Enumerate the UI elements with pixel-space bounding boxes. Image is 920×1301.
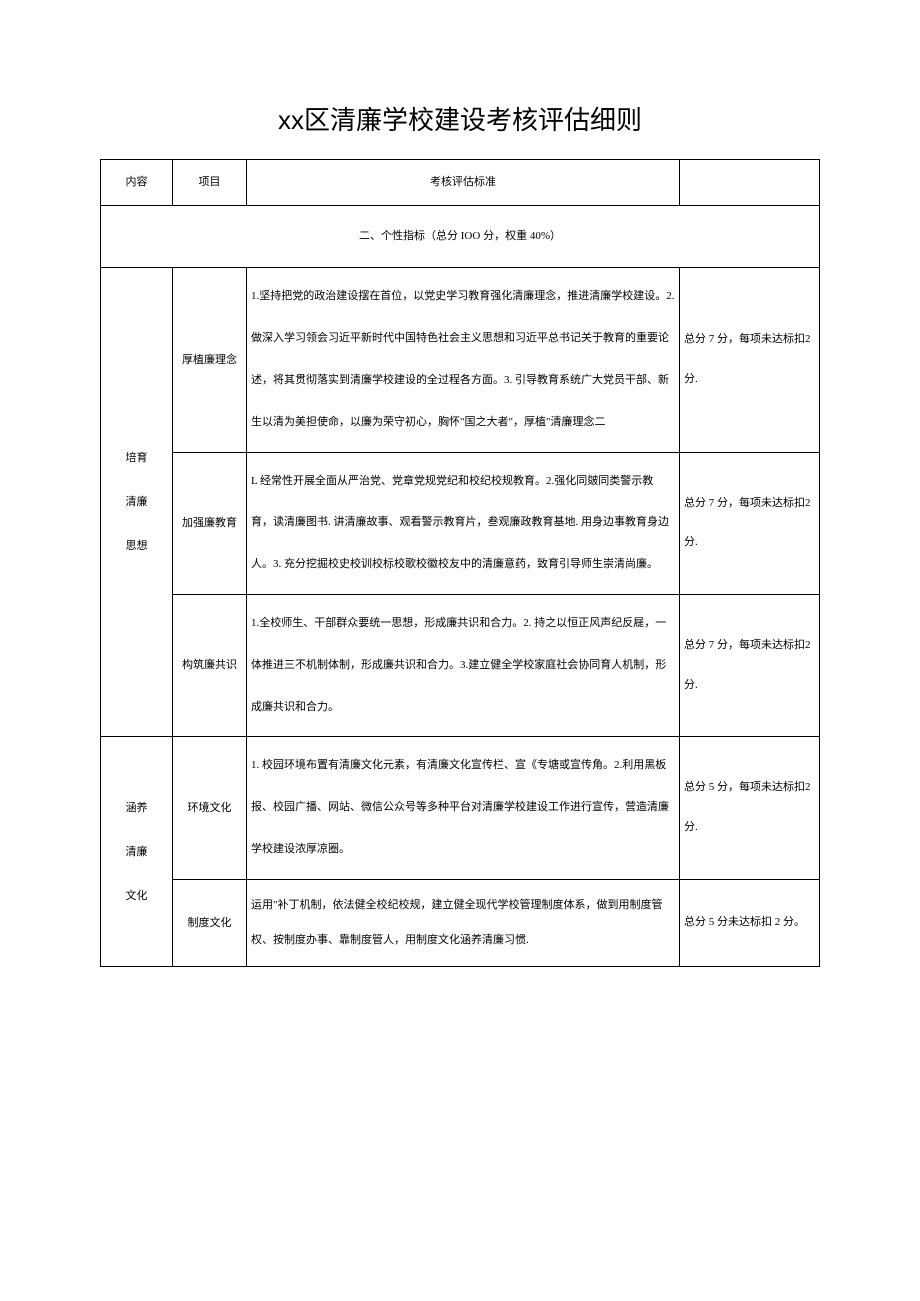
content-line: 清廉 [107,830,166,874]
content-line: 清廉 [107,480,166,524]
section-header-text: 二、个性指标（总分 IOO 分，权重 40%） [359,230,561,242]
project-cell: 加强廉教育 [173,452,247,594]
table-header-row: 内容 项目 考核评估标准 [101,160,820,206]
content-cell: 培育 清廉 思想 [101,268,173,737]
section-header-row: 二、个性指标（总分 IOO 分，权重 40%） [101,206,820,268]
content-cell: 涵养 清廉 文化 [101,737,173,967]
content-line: 文化 [107,874,166,918]
table-row: 加强廉教育 L 经常性开展全面从严治党、党章党规党纪和校纪校规教育。2.强化同皴… [101,452,820,594]
header-score-empty [680,160,820,206]
score-cell: 总分 5 分未达标扣 2 分。 [680,879,820,966]
project-cell: 构筑廉共识 [173,594,247,736]
table-row: 涵养 清廉 文化 环境文化 1. 校园环境布置有清廉文化元素，有清廉文化宣传栏、… [101,737,820,879]
section-header: 二、个性指标（总分 IOO 分，权重 40%） [101,206,820,268]
standard-cell: 运用"补丁机制，依法健全校纪校规，建立健全现代学校管理制度体系，做到用制度管权、… [247,879,680,966]
header-content: 内容 [101,160,173,206]
score-cell: 总分 7 分，每项未达标扣2 分. [680,452,820,594]
standard-cell: L 经常性开展全面从严治党、党章党规党纪和校纪校规教育。2.强化同皴同类警示教育… [247,452,680,594]
content-line: 涵养 [107,786,166,830]
header-project: 项目 [173,160,247,206]
score-cell: 总分 5 分，每项未达标扣2 分. [680,737,820,879]
project-cell: 环境文化 [173,737,247,879]
standard-cell: 1.坚持把党的政治建设摆在首位，以党史学习教育强化清廉理念，推进清廉学校建设。2… [247,268,680,452]
content-line: 思想 [107,524,166,568]
score-cell: 总分 7 分，每项未达标扣2 分. [680,594,820,736]
project-cell: 制度文化 [173,879,247,966]
project-cell: 厚植廉理念 [173,268,247,452]
content-line: 培育 [107,436,166,480]
page-title: xx区清廉学校建设考核评估细则 [100,100,820,137]
header-standard: 考核评估标准 [247,160,680,206]
evaluation-table: 内容 项目 考核评估标准 二、个性指标（总分 IOO 分，权重 40%） 培育 … [100,159,820,967]
score-cell: 总分 7 分，每项未达标扣2 分. [680,268,820,452]
standard-cell: 1. 校园环境布置有清廉文化元素，有清廉文化宣传栏、宣《专塘或宣传角。2.利用黑… [247,737,680,879]
table-row: 构筑廉共识 1.全校师生、干部群众要统一思想，形成廉共识和合力。2. 持之以恒正… [101,594,820,736]
standard-cell: 1.全校师生、干部群众要统一思想，形成廉共识和合力。2. 持之以恒正风声纪反屣，… [247,594,680,736]
table-row: 培育 清廉 思想 厚植廉理念 1.坚持把党的政治建设摆在首位，以党史学习教育强化… [101,268,820,452]
table-row: 制度文化 运用"补丁机制，依法健全校纪校规，建立健全现代学校管理制度体系，做到用… [101,879,820,966]
